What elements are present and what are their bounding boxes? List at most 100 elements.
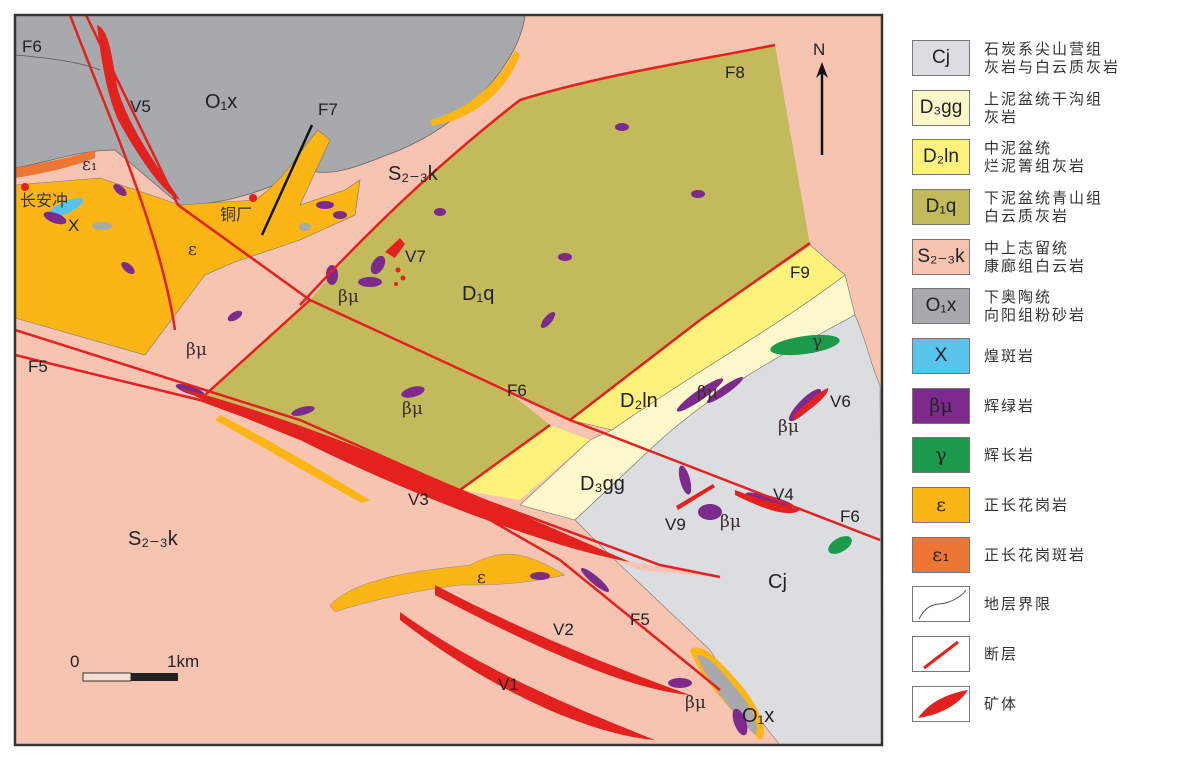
gamma-body [770,334,840,356]
legend-item: D₁q 下泥盆统青山组 白云质灰岩 [912,182,1197,232]
legend-text: 地层界限 [984,595,1053,614]
legend-swatch: Cj [912,39,970,76]
legend-item: X 煌斑岩 [912,331,1197,381]
legend-item: ε₁ 正长花岗斑岩 [912,530,1197,580]
fault-f9 [569,241,811,421]
boundary-line [15,54,101,71]
label-o1x: O₁x [742,705,774,727]
legend-swatch: X [912,337,970,374]
label-d3gg: D₃gg [580,473,625,495]
legend-symbol: Cj [932,46,950,68]
label-f6: F6 [840,507,860,526]
epsilon-dike-south [329,553,566,613]
legend-text: 断层 [984,645,1019,664]
label-d1q: D₁q [462,283,494,305]
legend-item: D₃gg 上泥盆统干沟组 灰岩 [912,83,1197,133]
label-s23k: S₂₋₃k [388,163,439,185]
legend-swatch: ε [912,487,970,524]
label-s23k: S₂₋₃k [128,528,179,550]
legend-text: 中上志留统 康廊组白云岩 [984,238,1087,275]
fault-cross [204,299,311,396]
legend-symbol: D₁q [925,195,957,217]
label-x: X [68,216,79,235]
unit-d2ln-south [462,425,590,500]
legend-symbol: γ [935,444,947,467]
label-f9: F9 [790,263,810,282]
legend-text: 上泥盆统干沟组 灰岩 [984,89,1104,126]
label-v5: V5 [130,97,151,116]
ore-v9 [676,484,715,510]
label-v3: V3 [408,490,429,509]
unit-d1q-north [310,45,810,420]
legend-item: Cj 石炭系尖山营组 灰岩与白云质灰岩 [912,33,1197,83]
legend-text: 下奥陶统 向阳组粉砂岩 [984,288,1087,325]
boundary-line-icon [918,589,966,620]
north-arrow: N [813,40,828,155]
label-f6: F6 [507,381,527,400]
legend-swatch [912,636,970,673]
ore-v4 [735,490,800,514]
scale-bar: 0 1km [70,652,199,682]
legend-symbol: βμ [929,394,953,417]
legend-swatch [912,586,970,623]
label-epsilon: ε [188,240,197,260]
legend-swatch [912,685,970,722]
legend-text: 辉长岩 [984,446,1036,465]
label-v1: V1 [498,675,519,694]
label-betamu: βμ [720,512,741,532]
legend-swatch: D₃gg [912,89,970,126]
label-o1x: O₁x [205,91,237,113]
ore-v3 [180,388,630,562]
unit-eps1 [15,150,95,178]
fault-f7 [260,124,314,236]
legend: Cj 石炭系尖山营组 灰岩与白云质灰岩 D₃gg 上泥盆统干沟组 灰岩 D₂ln 中泥盆统… [912,33,1197,729]
legend-item: 地层界限 [912,580,1197,630]
legend-text: 正长花岗岩 [984,496,1070,515]
ore-body-icon [917,690,968,719]
scale-zero: 0 [70,652,79,671]
fault-ns-west [68,15,177,331]
legend-symbol: ε [936,494,946,517]
label-f7: F7 [318,100,338,119]
label-betamu: βμ [402,399,423,419]
north-arrow-head-icon [816,62,828,78]
label-v4: V4 [773,485,794,504]
legend-item: D₂ln 中泥盆统 烂泥箐组灰岩 [912,132,1197,182]
legend-text: 下泥盆统青山组 白云质灰岩 [984,188,1104,225]
legend-symbol: O₁x [925,295,957,317]
unit-d1q-south [205,300,550,490]
legend-swatch: γ [912,437,970,474]
legend-item: ε 正长花岗岩 [912,480,1197,530]
label-betamu: βμ [186,340,207,360]
scale-end: 1km [167,652,199,671]
legend-swatch: D₁q [912,188,970,225]
unit-epsilon [15,129,361,356]
legend-text: 煌斑岩 [984,346,1036,365]
legend-symbol: ε₁ [932,543,950,566]
ore-v7 [385,238,405,258]
label-f5: F5 [630,610,650,629]
label-f5: F5 [28,357,48,376]
label-gamma: γ [812,332,822,352]
ore-v5 [97,25,180,200]
o1x-inclusion [92,222,112,230]
north-label: N [813,40,825,59]
legend-swatch: S₂₋₃k [912,238,970,275]
fault-cross [459,423,551,492]
unit-epsilon-dike [430,50,520,126]
label-eps1: ε₁ [82,155,98,175]
map-labels: F6 V5 O₁x F7 S₂₋₃k F8 ε₁ 长安冲 X 铜厂 ε V7 β… [20,37,860,727]
legend-symbol: D₃gg [919,96,963,118]
legend-symbol: S₂₋₃k [917,246,965,268]
ore-v6 [793,388,829,420]
label-f6: F6 [22,37,42,56]
label-changanchong: 长安冲 [20,191,68,210]
label-betamu: βμ [685,693,706,713]
label-betamu: βμ [778,417,799,437]
label-v9: V9 [665,515,686,534]
legend-item: γ 辉长岩 [912,431,1197,481]
legend-text: 石炭系尖山营组 灰岩与白云质灰岩 [984,39,1121,76]
label-epsilon: ε [477,568,486,588]
mine-site-tongchang [249,194,257,202]
legend-text: 辉绿岩 [984,396,1036,415]
